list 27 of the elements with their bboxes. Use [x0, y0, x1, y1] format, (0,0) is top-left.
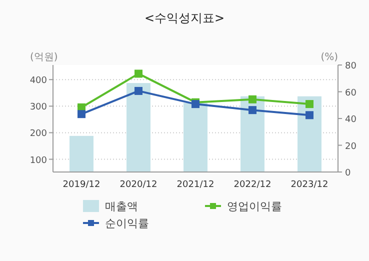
x-tick-label: 2019/12 [62, 180, 100, 190]
y2-tick-label: 40 [345, 115, 357, 125]
point [248, 106, 256, 114]
y-axis-title: (억원) [30, 52, 58, 63]
chart-title: <수익성지표> [144, 11, 225, 25]
y2-tick-label: 20 [345, 142, 357, 152]
legend-label: 매출액 [105, 200, 138, 213]
y-tick-label: 100 [30, 156, 48, 166]
y-tick-label: 200 [30, 129, 48, 140]
y2-tick-label: 60 [345, 88, 357, 98]
point [248, 95, 256, 104]
point [134, 70, 142, 78]
x-tick-label: 2021/12 [176, 180, 214, 190]
point [78, 110, 86, 118]
y2-tick-label: 0 [345, 168, 351, 178]
legend-label: 순이익률 [105, 217, 149, 230]
legend-label: 영업이익률 [227, 200, 282, 213]
point [306, 100, 314, 108]
y-tick-label: 300 [30, 102, 48, 113]
point [306, 111, 314, 120]
x-tick-label: 2023/12 [290, 180, 328, 190]
y2-axis-title: (%) [320, 52, 338, 63]
point [134, 86, 142, 95]
y2-tick-label: 80 [345, 62, 357, 72]
x-tick-label: 2022/12 [234, 180, 272, 190]
y-tick-label: 400 [30, 76, 48, 86]
x-tick-label: 2020/12 [120, 180, 158, 190]
